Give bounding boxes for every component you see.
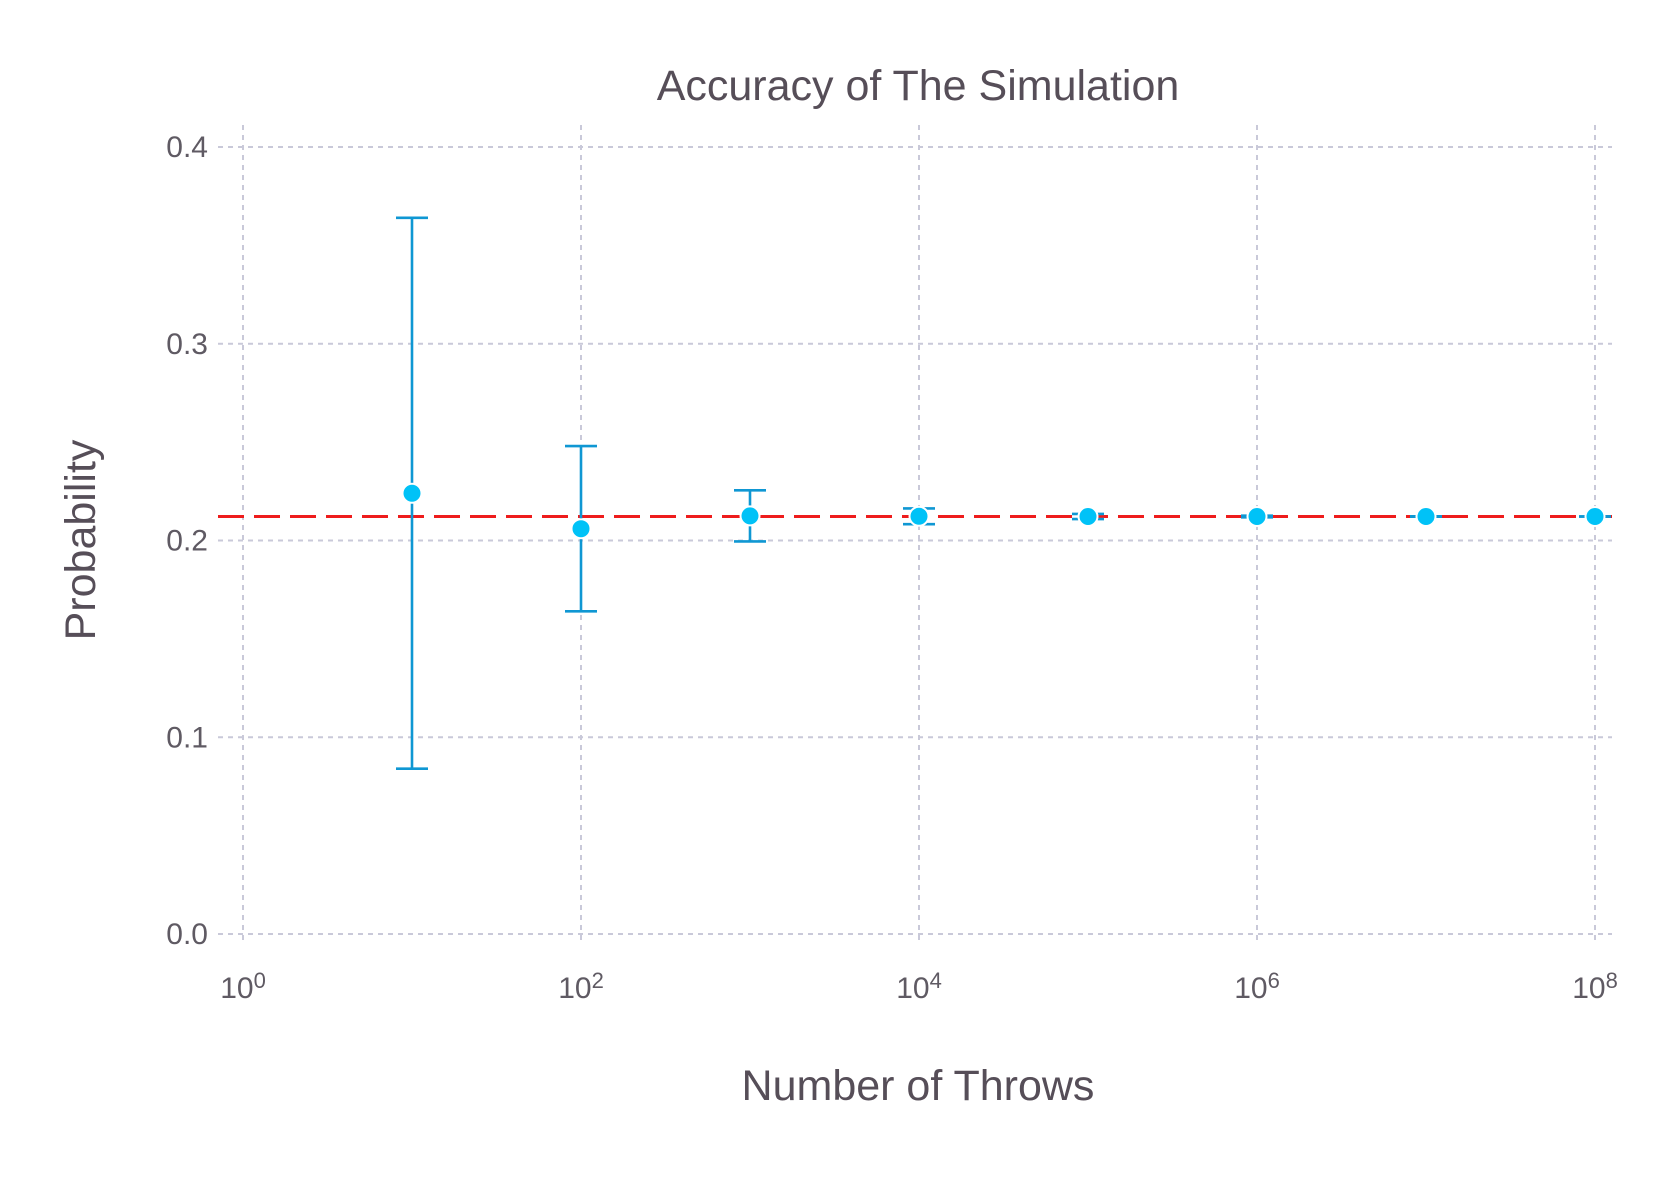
- x-tick-label-0: 100: [220, 968, 266, 1005]
- y-tick-label-0: 0.0: [166, 918, 208, 951]
- x-axis-label: Number of Throws: [742, 1062, 1095, 1110]
- data-points: [401, 482, 1606, 540]
- grid: [218, 125, 1612, 945]
- data-point-0: [401, 482, 423, 504]
- x-tick-label-4: 108: [1572, 968, 1618, 1005]
- data-point-5: [1246, 505, 1268, 527]
- y-axis-ticks: 0.0 0.1 0.2 0.3 0.4: [166, 131, 208, 951]
- y-tick-label-3: 0.3: [166, 328, 208, 361]
- chart-title: Accuracy of The Simulation: [657, 62, 1180, 110]
- data-point-3: [908, 505, 930, 527]
- y-tick-label-1: 0.1: [166, 721, 208, 754]
- x-axis-ticks: 100 102 104 106 108: [220, 968, 1618, 1005]
- y-tick-label-2: 0.2: [166, 525, 208, 558]
- y-tick-label-4: 0.4: [166, 131, 208, 164]
- data-point-7: [1584, 505, 1606, 527]
- data-point-1: [570, 518, 592, 540]
- y-axis-label: Probability: [57, 439, 105, 640]
- data-point-6: [1415, 505, 1437, 527]
- x-tick-label-3: 106: [1234, 968, 1280, 1005]
- data-point-4: [1077, 505, 1099, 527]
- x-tick-label-2: 104: [896, 968, 942, 1005]
- x-tick-label-1: 102: [558, 968, 604, 1005]
- data-point-2: [739, 505, 761, 527]
